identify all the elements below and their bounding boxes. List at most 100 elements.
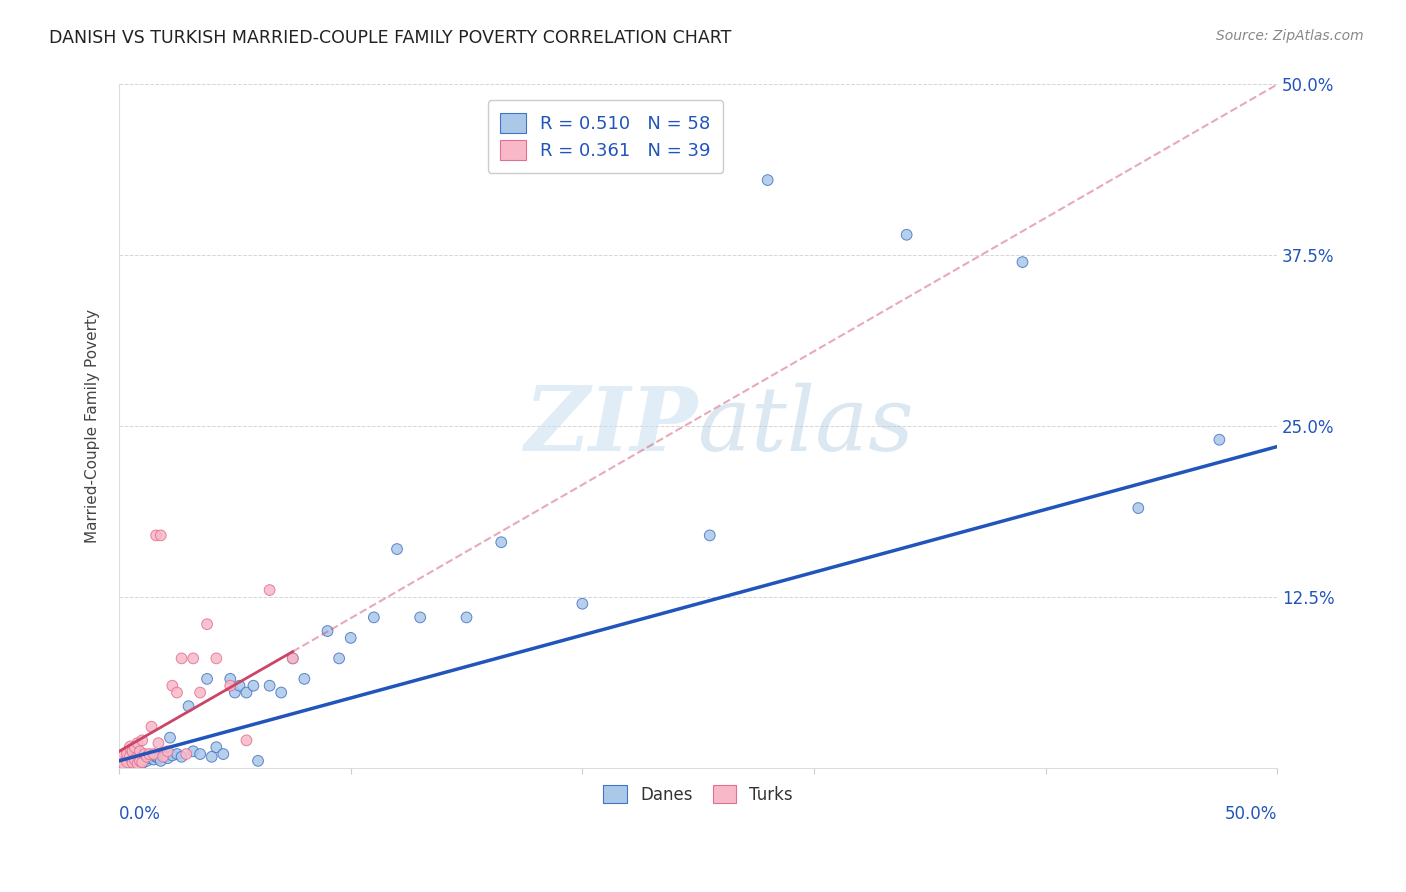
Point [127, 756, 149, 771]
Point [385, 542, 408, 557]
Point [124, 752, 146, 766]
Point [117, 754, 139, 768]
Point [152, 749, 174, 764]
Point [149, 528, 172, 542]
Point [456, 610, 478, 624]
Point [141, 748, 163, 763]
Point [166, 747, 188, 761]
Point [120, 749, 142, 764]
Point [1208, 433, 1230, 447]
Point [212, 747, 235, 761]
Point [120, 754, 142, 768]
Point [127, 751, 149, 765]
Point [117, 756, 139, 771]
Text: Source: ZipAtlas.com: Source: ZipAtlas.com [1216, 29, 1364, 43]
Point [174, 747, 197, 761]
Point [228, 679, 250, 693]
Point [142, 752, 165, 766]
Point [131, 756, 153, 770]
Text: ZIP: ZIP [524, 383, 699, 469]
Point [219, 672, 242, 686]
Point [896, 227, 918, 242]
Point [142, 747, 165, 761]
Point [339, 631, 361, 645]
Point [316, 624, 339, 638]
Point [162, 748, 184, 763]
Legend: Danes, Turks: Danes, Turks [596, 779, 800, 811]
Point [120, 740, 142, 755]
Text: atlas: atlas [699, 383, 914, 469]
Point [145, 749, 167, 764]
Point [127, 756, 149, 771]
Point [122, 744, 145, 758]
Point [124, 752, 146, 766]
Point [112, 752, 135, 766]
Point [195, 672, 218, 686]
Point [131, 749, 153, 764]
Point [124, 740, 146, 755]
Point [292, 672, 315, 686]
Point [242, 679, 264, 693]
Point [205, 651, 228, 665]
Point [166, 685, 188, 699]
Point [135, 754, 157, 768]
Point [115, 756, 138, 770]
Point [115, 756, 138, 771]
Point [1011, 255, 1033, 269]
Point [177, 699, 200, 714]
Point [235, 733, 257, 747]
Point [491, 535, 513, 549]
Text: DANISH VS TURKISH MARRIED-COUPLE FAMILY POVERTY CORRELATION CHART: DANISH VS TURKISH MARRIED-COUPLE FAMILY … [49, 29, 731, 46]
Point [259, 679, 281, 693]
Point [129, 754, 152, 768]
Point [122, 756, 145, 770]
Point [181, 651, 204, 665]
Point [155, 749, 177, 764]
Point [224, 685, 246, 699]
Point [131, 733, 153, 747]
Point [181, 744, 204, 758]
Point [141, 720, 163, 734]
Point [201, 749, 224, 764]
Y-axis label: Married-Couple Family Poverty: Married-Couple Family Poverty [86, 309, 100, 543]
Point [138, 747, 160, 761]
Point [131, 756, 153, 770]
Point [699, 528, 721, 542]
Text: 0.0%: 0.0% [120, 805, 160, 823]
Point [117, 747, 139, 761]
Point [159, 731, 181, 745]
Point [156, 751, 179, 765]
Point [148, 736, 170, 750]
Point [363, 610, 385, 624]
Point [281, 651, 304, 665]
Point [135, 749, 157, 764]
Point [259, 582, 281, 597]
Point [112, 758, 135, 772]
Point [1128, 501, 1150, 516]
Point [148, 751, 170, 765]
Point [170, 651, 193, 665]
Point [152, 748, 174, 763]
Point [156, 744, 179, 758]
Point [134, 747, 156, 761]
Point [127, 736, 149, 750]
Point [328, 651, 350, 665]
Point [129, 754, 152, 768]
Point [247, 754, 270, 768]
Text: 50.0%: 50.0% [1225, 805, 1277, 823]
Point [409, 610, 432, 624]
Point [205, 740, 228, 755]
Point [235, 685, 257, 699]
Point [188, 747, 211, 761]
Point [571, 597, 593, 611]
Point [162, 679, 184, 693]
Point [756, 173, 779, 187]
Point [219, 679, 242, 693]
Point [149, 754, 172, 768]
Point [122, 756, 145, 770]
Point [134, 752, 156, 766]
Point [270, 685, 292, 699]
Point [188, 685, 211, 699]
Point [281, 651, 304, 665]
Point [170, 749, 193, 764]
